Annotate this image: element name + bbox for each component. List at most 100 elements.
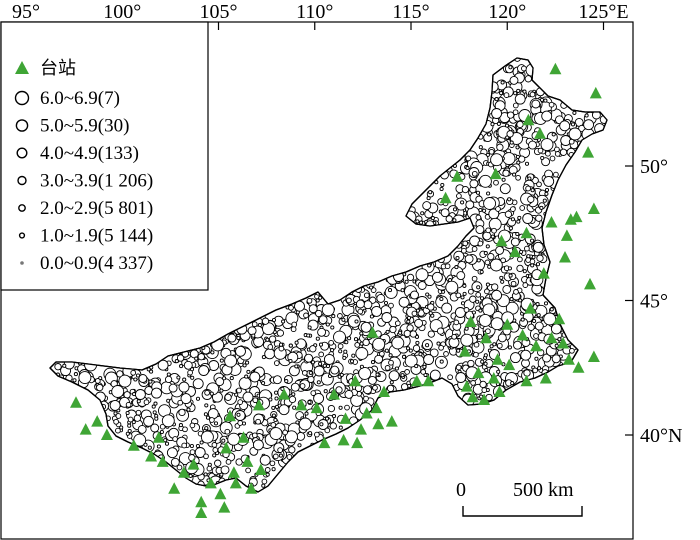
earthquake-event [328, 339, 334, 346]
earthquake-event [292, 405, 297, 410]
earthquake-event [409, 330, 417, 338]
earthquake-event [219, 358, 224, 363]
earthquake-event [484, 288, 490, 295]
earthquake-event [251, 321, 258, 328]
earthquake-event [502, 284, 512, 294]
earthquake-event [177, 399, 184, 406]
earthquake-event [534, 356, 539, 361]
earthquake-event [484, 367, 489, 373]
earthquake-event [271, 317, 277, 323]
earthquake-event [525, 185, 531, 192]
earthquake-event [477, 240, 484, 247]
legend-station-label: 台站 [40, 58, 76, 79]
earthquake-event [522, 269, 527, 274]
earthquake-event [178, 381, 190, 393]
earthquake-event [384, 348, 389, 353]
earthquake-event [544, 191, 549, 196]
earthquake-event [408, 348, 413, 353]
earthquake-event [497, 333, 507, 343]
earthquake-event [187, 369, 193, 376]
earthquake-event [304, 353, 314, 363]
earthquake-event [157, 359, 169, 371]
earthquake-event [291, 392, 296, 397]
earthquake-event [138, 374, 148, 383]
earthquake-event [307, 400, 312, 405]
earthquake-event [488, 148, 495, 155]
earthquake-event [471, 310, 476, 315]
earthquake-event [307, 325, 312, 330]
earthquake-event [152, 410, 157, 415]
earthquake-event [510, 280, 517, 287]
earthquake-event [510, 217, 515, 222]
earthquake-event [163, 438, 168, 443]
earthquake-event [199, 440, 204, 445]
earthquake-event [179, 364, 184, 369]
earthquake-event [236, 387, 242, 394]
earthquake-event [529, 91, 536, 98]
earthquake-events [54, 58, 607, 489]
earthquake-event [245, 360, 250, 365]
earthquake-event [180, 393, 192, 405]
earthquake-event [440, 182, 445, 188]
earthquake-event [363, 300, 373, 310]
earthquake-event [398, 296, 410, 308]
earthquake-event [388, 302, 394, 309]
legend: 台站 6.0~6.9(7) 5.0~5.9(30) 4.0~4.9(133) 3.0~… [0, 21, 209, 291]
earthquake-event [290, 326, 297, 333]
earthquake-event [341, 317, 346, 322]
earthquake-event [549, 307, 554, 312]
legend-magnitude-symbol [18, 204, 26, 212]
earthquake-event [427, 330, 435, 338]
earthquake-event [220, 465, 230, 475]
earthquake-event [355, 347, 369, 360]
earthquake-event [357, 308, 364, 315]
earthquake-event [219, 388, 224, 393]
earthquake-event [389, 380, 394, 385]
earthquake-event [541, 157, 551, 167]
earthquake-event [143, 442, 148, 447]
earthquake-event [428, 190, 433, 195]
earthquake-event [209, 417, 215, 423]
earthquake-event [166, 447, 178, 459]
earthquake-event [358, 366, 372, 380]
earthquake-event [168, 383, 178, 393]
earthquake-event [401, 354, 407, 359]
earthquake-event [308, 370, 313, 375]
earthquake-event [465, 165, 470, 171]
earthquake-event [147, 445, 152, 450]
earthquake-event [325, 364, 331, 369]
earthquake-event [481, 387, 488, 393]
earthquake-event [572, 110, 577, 115]
earthquake-event [516, 219, 521, 224]
earthquake-event [554, 151, 561, 157]
earthquake-event [288, 304, 294, 311]
earthquake-event [491, 108, 503, 119]
earthquake-event [151, 387, 162, 399]
earthquake-event [200, 430, 214, 444]
earthquake-event [133, 377, 138, 382]
coordinate-ticks: 95° 100° 105° 110° 115° 120° 125°E 50° 45° 40°N [12, 1, 682, 447]
earthquake-event [225, 459, 232, 465]
earthquake-event [288, 395, 297, 404]
earthquake-event [537, 366, 542, 371]
earthquake-event [485, 227, 492, 234]
earthquake-event [278, 345, 285, 352]
earthquake-event [483, 251, 488, 256]
earthquake-event [198, 365, 210, 376]
earthquake-event [482, 208, 487, 213]
earthquake-event [261, 483, 266, 488]
earthquake-event [543, 98, 548, 103]
earthquake-event [509, 297, 514, 302]
earthquake-event [489, 258, 503, 272]
legend-magnitude-symbol [15, 119, 29, 132]
earthquake-event [384, 285, 398, 299]
earthquake-event [455, 364, 462, 371]
earthquake-event [62, 363, 67, 368]
earthquake-event [521, 65, 527, 72]
earthquake-event [507, 345, 512, 350]
earthquake-event [235, 345, 246, 357]
earthquake-event [532, 241, 544, 253]
earthquake-event [135, 409, 142, 416]
earthquake-event [483, 361, 488, 366]
earthquake-event [503, 92, 510, 98]
